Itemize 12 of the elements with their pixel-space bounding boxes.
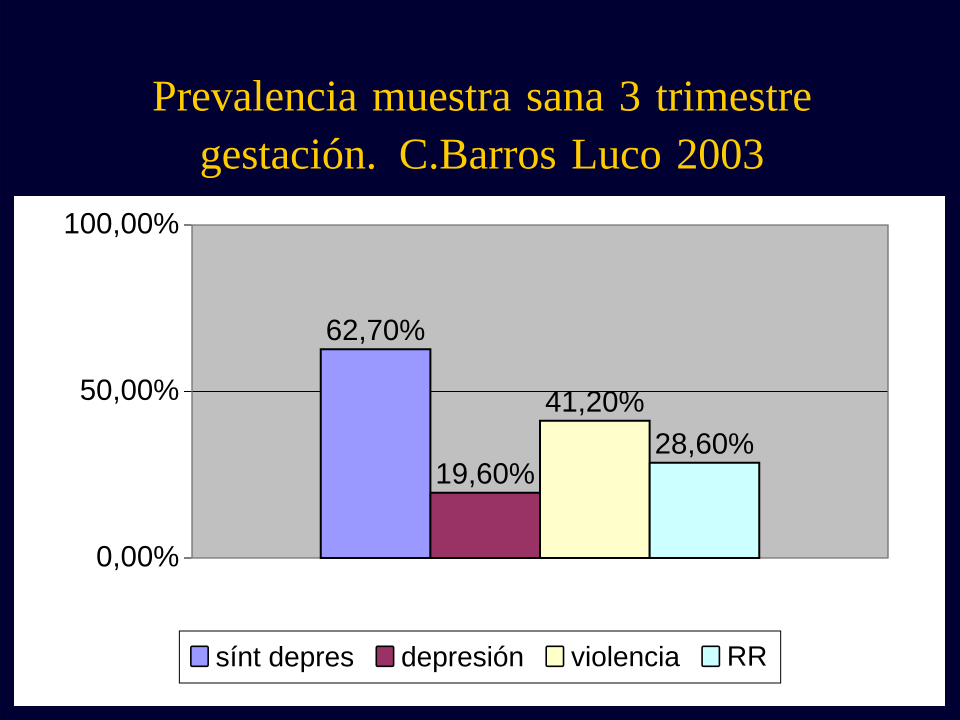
legend-label: violencia [571, 646, 680, 666]
data-label: 62,70% [327, 320, 424, 344]
legend-label: depresión [402, 646, 522, 672]
legend-label: sínt depres [216, 646, 354, 672]
data-label: 41,20% [546, 391, 644, 416]
y-tick-label: 100,00% [66, 212, 178, 238]
y-tick-label: 0,00% [97, 546, 178, 570]
data-label: 19,60% [438, 463, 534, 488]
y-tick-label: 50,00% [80, 379, 178, 404]
chart-title: Prevalencia muestra sana 3 trimestre gestación. C.Barros Luco 2003 [153, 80, 810, 178]
legend-label: RR [729, 646, 766, 666]
data-label: 28,60% [656, 433, 754, 458]
